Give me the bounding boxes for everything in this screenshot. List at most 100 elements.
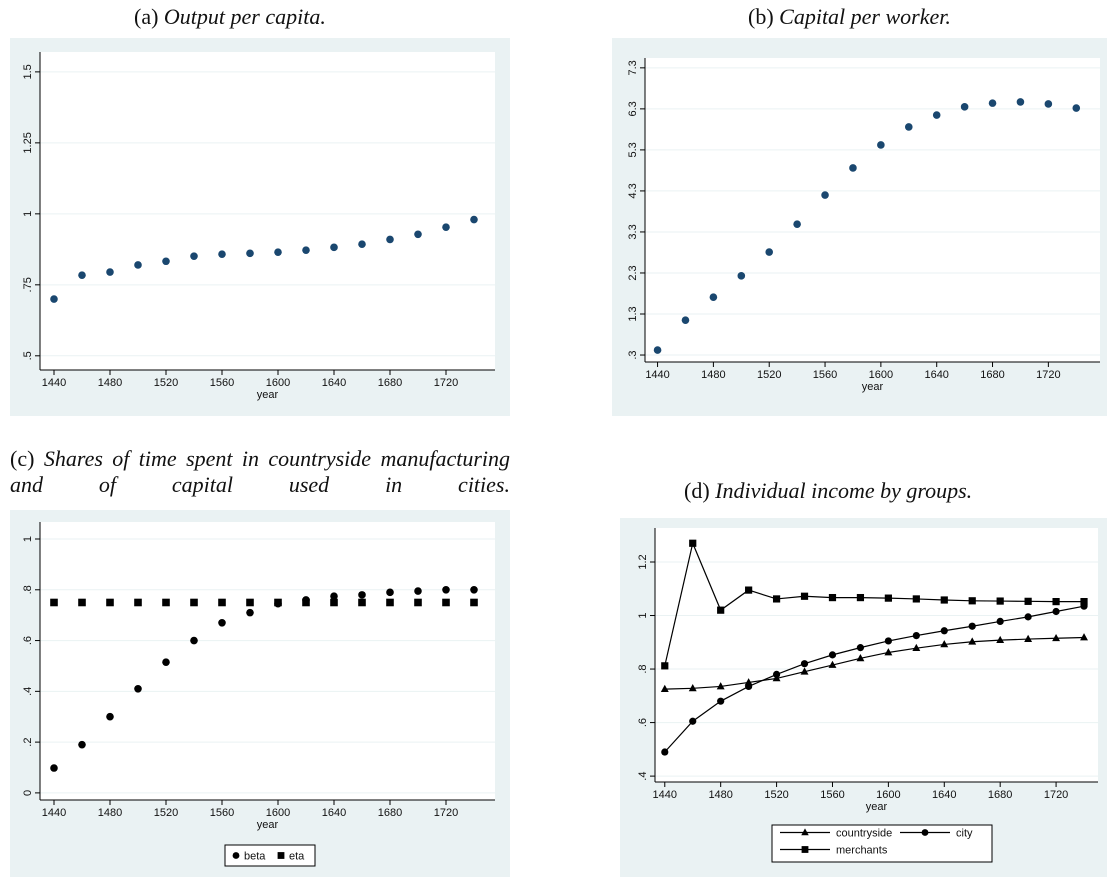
y-tick-label: 2.3	[627, 265, 639, 280]
marker	[800, 592, 809, 600]
marker	[274, 598, 282, 607]
legend-label: merchants	[836, 845, 888, 857]
x-tick-label: 1720	[1044, 789, 1068, 801]
marker	[50, 295, 58, 303]
marker	[190, 598, 198, 607]
x-tick-label: 1600	[266, 377, 290, 389]
x-axis-label: year	[866, 801, 888, 813]
marker	[940, 627, 948, 635]
marker	[821, 191, 829, 199]
x-tick-label: 1680	[988, 789, 1012, 801]
marker	[828, 593, 837, 602]
marker	[414, 587, 422, 595]
x-tick-label: 1640	[322, 377, 346, 389]
x-tick-label: 1440	[645, 369, 669, 381]
x-tick-label: 1520	[757, 369, 781, 381]
marker	[940, 640, 949, 648]
marker	[968, 597, 976, 605]
x-axis-label: year	[257, 819, 279, 831]
marker	[688, 684, 697, 692]
series-line	[664, 636, 1085, 690]
marker	[358, 598, 366, 607]
x-tick-label: 1720	[1036, 369, 1060, 381]
x-tick-label: 1600	[266, 807, 290, 819]
marker	[912, 595, 920, 603]
marker	[358, 240, 366, 249]
x-tick-label: 1680	[980, 369, 1004, 381]
marker	[940, 596, 948, 604]
marker	[996, 597, 1004, 605]
marker	[302, 246, 310, 254]
y-tick-label: .4	[22, 687, 34, 696]
marker	[50, 764, 58, 772]
marker	[246, 608, 254, 617]
marker	[849, 164, 857, 172]
panel-label: (b)	[748, 4, 774, 29]
legend-marker	[277, 852, 285, 859]
marker	[162, 257, 170, 266]
x-tick-label: 1520	[764, 789, 788, 801]
marker	[968, 622, 976, 630]
panel-title-text: Capital per worker.	[779, 4, 951, 29]
legend-label: beta	[244, 851, 266, 863]
series-line	[664, 605, 1085, 753]
panel-title-text: Individual income by groups.	[715, 478, 973, 503]
marker	[1080, 633, 1088, 641]
legend-label: eta	[289, 851, 305, 863]
x-tick-label: 1520	[154, 807, 178, 819]
y-tick-label: .6	[637, 718, 649, 727]
marker	[800, 667, 809, 675]
marker	[828, 660, 837, 668]
marker	[134, 261, 142, 269]
x-tick-label: 1480	[98, 377, 122, 389]
y-tick-label: 1.3	[627, 306, 639, 321]
y-tick-label: .2	[22, 738, 34, 747]
x-tick-label: 1480	[98, 807, 122, 819]
x-tick-label: 1560	[820, 789, 844, 801]
plot-area	[40, 522, 495, 800]
y-tick-label: 1	[637, 612, 649, 618]
x-tick-label: 1720	[434, 807, 458, 819]
marker	[218, 618, 226, 627]
y-tick-label: .8	[22, 585, 34, 594]
marker	[1052, 598, 1060, 606]
marker	[660, 684, 669, 693]
marker	[470, 585, 478, 594]
marker	[106, 598, 114, 607]
marker	[1044, 100, 1053, 108]
marker	[877, 141, 885, 149]
marker	[681, 316, 690, 324]
x-tick-label: 1440	[42, 377, 66, 389]
y-tick-label: 5.3	[627, 142, 639, 157]
x-tick-label: 1480	[708, 789, 732, 801]
x-tick-label: 1680	[378, 377, 402, 389]
marker	[414, 598, 422, 607]
marker	[1052, 607, 1060, 616]
legend-marker	[232, 852, 240, 859]
marker	[996, 617, 1004, 626]
marker	[218, 250, 226, 258]
x-tick-label: 1560	[813, 369, 837, 381]
marker	[689, 717, 697, 725]
panel-title: (b) Capital per worker.	[748, 4, 951, 30]
marker	[386, 235, 394, 244]
legend-marker	[921, 829, 929, 836]
marker	[828, 651, 837, 659]
marker	[358, 591, 366, 599]
marker	[386, 588, 394, 597]
marker	[653, 346, 662, 354]
panel-title: (d) Individual income by groups.	[684, 478, 972, 504]
marker	[1052, 633, 1061, 642]
plot-area	[645, 58, 1100, 362]
panel-label: (d)	[684, 478, 710, 503]
marker	[884, 648, 893, 656]
series-line	[664, 541, 1085, 666]
y-tick-label: 1.25	[22, 132, 34, 153]
x-tick-label: 1600	[876, 789, 900, 801]
marker	[1024, 597, 1032, 605]
marker	[442, 223, 450, 231]
marker	[386, 598, 394, 607]
marker	[162, 598, 170, 607]
